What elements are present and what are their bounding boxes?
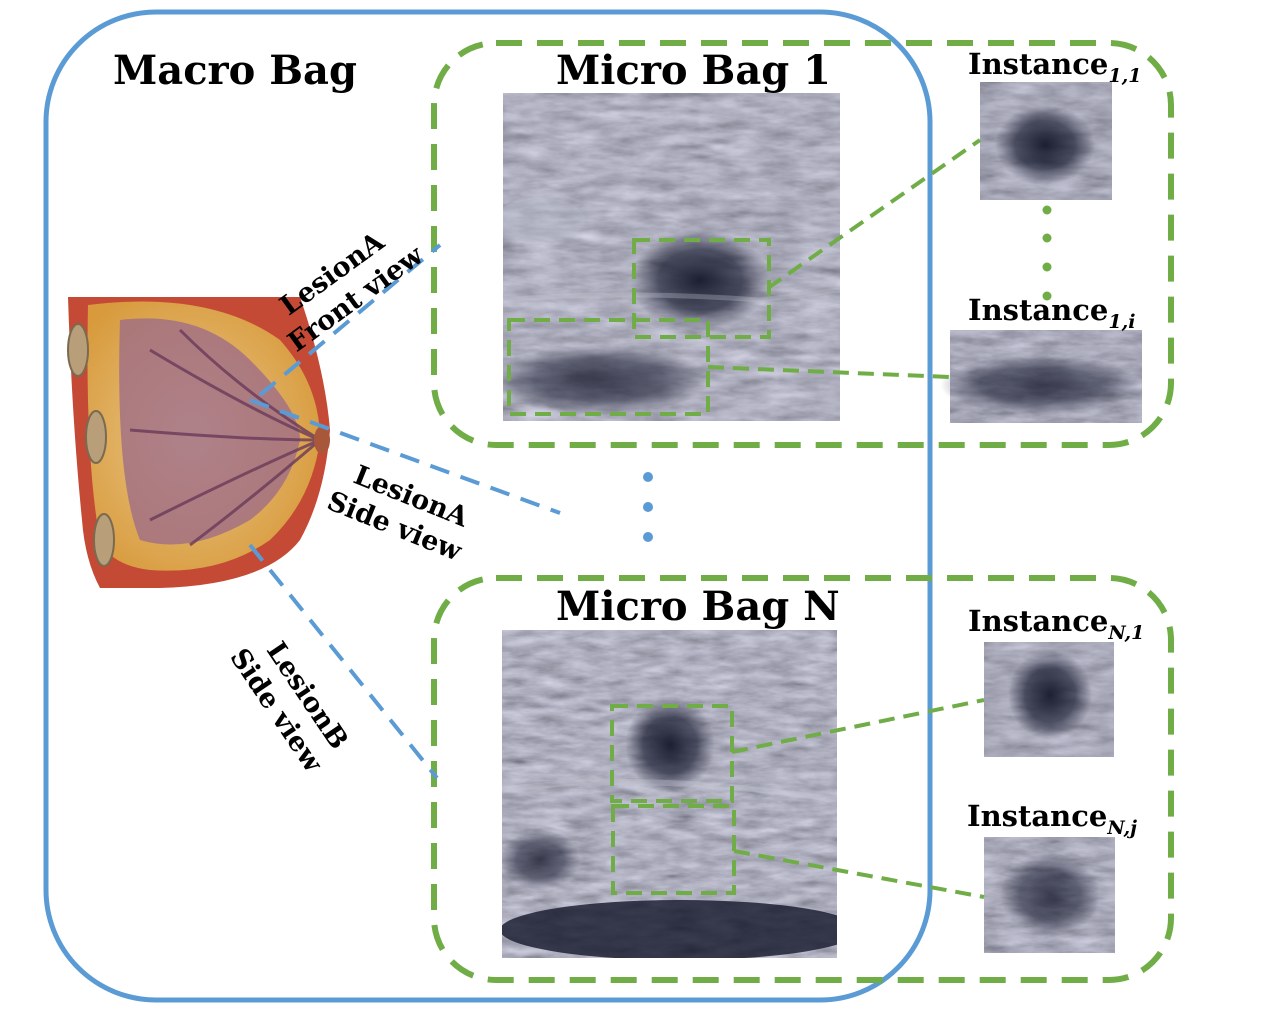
roi-box-n-j — [611, 804, 736, 895]
lesion-b-side-label: LesionB Side view — [223, 637, 354, 779]
micro-bag-n-border — [431, 575, 1174, 983]
micro-bag-ellipsis — [643, 472, 653, 542]
instance-thumb-n-j — [984, 837, 1115, 953]
roi-box-n-1 — [610, 704, 734, 803]
instance-label-1-1: Instance1,1 — [968, 47, 1141, 87]
instance-thumb-1-1 — [980, 82, 1112, 200]
instance-thumb-1-i — [940, 330, 1142, 423]
instance-label-n-j: InstanceN,j — [967, 799, 1137, 839]
lesion-connectors — [248, 243, 561, 780]
ultrasound-image-n — [502, 630, 837, 958]
lesion-a-side-label: LesionA Side view — [323, 460, 474, 568]
instance-label-n-1: InstanceN,1 — [968, 604, 1144, 644]
roi-box-1-i — [507, 318, 710, 416]
instance-ellipsis — [1042, 205, 1052, 301]
breast-anatomy-illustration — [67, 297, 330, 588]
micro-bag-1-title: Micro Bag 1 — [556, 47, 831, 94]
instance-label-1-i: Instance1,i — [968, 293, 1135, 333]
ultrasound-image-1 — [503, 93, 840, 421]
lesion-a-front-label: LesionA Front view — [275, 226, 430, 359]
instance-thumb-n-1 — [984, 642, 1114, 757]
roi-connectors — [707, 138, 985, 899]
micro-bag-1-border — [431, 40, 1174, 448]
micro-bag-n-title: Micro Bag N — [556, 583, 840, 630]
macro-bag-title: Macro Bag — [113, 47, 357, 94]
macro-bag-border — [43, 9, 933, 1003]
